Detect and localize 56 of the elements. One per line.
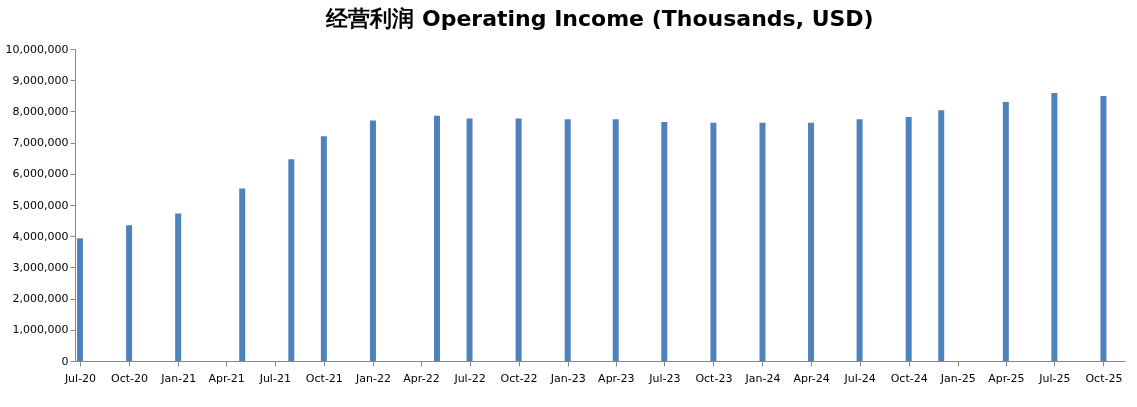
- x-tick-label: Jul-23: [648, 371, 681, 385]
- bar: [466, 118, 473, 361]
- y-tick-label: 6,000,000: [12, 167, 69, 181]
- bar: [759, 122, 766, 361]
- bar: [175, 213, 182, 361]
- x-tick-label: Jan-23: [549, 371, 586, 385]
- x-tick-label: Apr-22: [403, 371, 440, 385]
- x-tick-label: Jan-25: [939, 371, 976, 385]
- x-tick-label: Oct-20: [111, 371, 149, 385]
- x-tick-label: Apr-21: [208, 371, 245, 385]
- y-tick-label: 9,000,000: [12, 73, 69, 87]
- y-tick-label: 3,000,000: [12, 260, 69, 274]
- bar: [126, 225, 133, 361]
- y-tick-label: 1,000,000: [12, 323, 69, 337]
- bar: [239, 188, 246, 361]
- bar: [1100, 96, 1107, 361]
- x-tick-label: Oct-25: [1085, 371, 1123, 385]
- bar: [808, 122, 815, 361]
- x-tick-label: Oct-22: [500, 371, 538, 385]
- x-tick-label: Jul-22: [453, 371, 486, 385]
- bar: [1051, 92, 1058, 361]
- x-tick-label: Jul-24: [843, 371, 876, 385]
- x-tick-label: Oct-23: [695, 371, 733, 385]
- y-tick-label: 2,000,000: [12, 292, 69, 306]
- bar: [515, 118, 522, 361]
- bar: [288, 159, 295, 361]
- x-tick-label: Jul-20: [63, 371, 97, 385]
- x-tick-label: Apr-23: [598, 371, 635, 385]
- x-tick-label: Jan-21: [160, 371, 197, 385]
- x-tick-label: Oct-24: [890, 371, 928, 385]
- bar: [433, 115, 440, 361]
- x-tick-label: Jul-25: [1038, 371, 1071, 385]
- bar: [612, 119, 619, 361]
- x-tick-label: Apr-25: [988, 371, 1025, 385]
- y-tick-label: 10,000,000: [5, 42, 69, 56]
- bar: [1002, 102, 1009, 361]
- x-tick-label: Apr-24: [793, 371, 830, 385]
- x-tick-label: Jul-21: [258, 371, 291, 385]
- y-tick-label: 5,000,000: [12, 198, 69, 212]
- bar: [938, 110, 945, 361]
- bar: [564, 119, 571, 361]
- bar: [320, 136, 327, 361]
- bar: [661, 122, 668, 361]
- bar: [77, 238, 83, 361]
- y-tick-label: 0: [61, 354, 69, 368]
- x-tick-label: Jan-24: [744, 371, 781, 385]
- bar: [856, 119, 863, 361]
- bar: [369, 120, 376, 361]
- x-tick-label: Jan-22: [354, 371, 391, 385]
- y-tick-label: 4,000,000: [12, 229, 69, 243]
- y-tick-label: 7,000,000: [12, 136, 69, 150]
- chart-title: 经营利润 Operating Income (Thousands, USD): [325, 6, 874, 31]
- x-tick-label: Oct-21: [305, 371, 343, 385]
- bar: [905, 117, 912, 361]
- y-tick-label: 8,000,000: [12, 104, 69, 118]
- bar: [710, 122, 717, 361]
